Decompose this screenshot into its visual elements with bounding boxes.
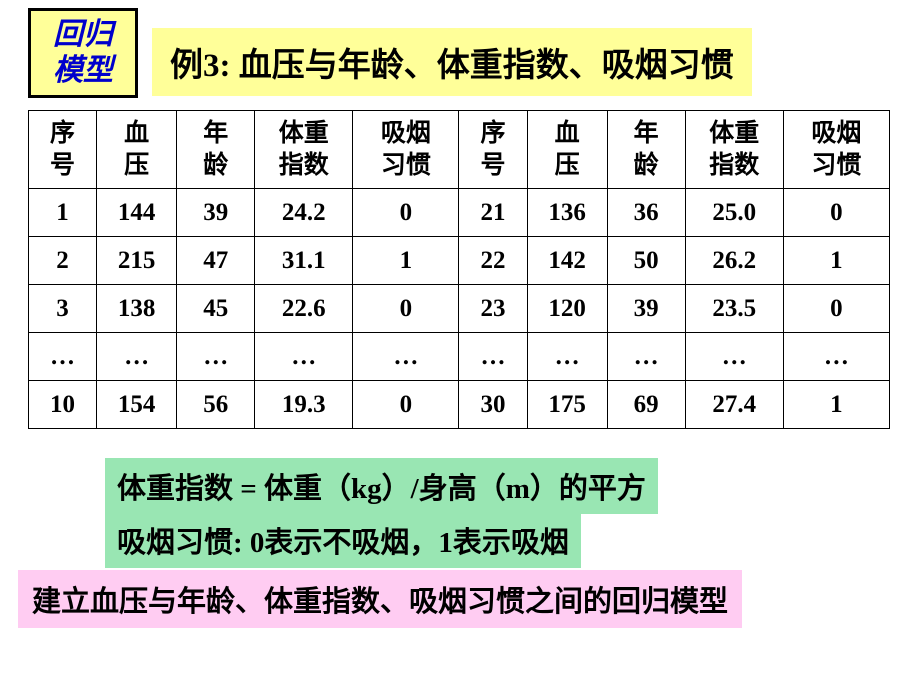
table-cell: 69 xyxy=(607,381,685,429)
table-cell: 25.0 xyxy=(685,189,783,237)
table-cell: 23.5 xyxy=(685,285,783,333)
data-table: 序号 血压 年龄 体重指数 吸烟习惯 序号 血压 年龄 体重指数 吸烟习惯 11… xyxy=(28,110,890,429)
table-cell: 23 xyxy=(459,285,527,333)
th-smk-r: 吸烟习惯 xyxy=(783,111,889,189)
table-cell: 39 xyxy=(607,285,685,333)
table-cell: 10 xyxy=(29,381,97,429)
table-cell: 31.1 xyxy=(255,237,353,285)
th-smk-l: 吸烟习惯 xyxy=(353,111,459,189)
table-cell: 0 xyxy=(783,285,889,333)
table-row: 31384522.60231203923.50 xyxy=(29,285,890,333)
table-cell: … xyxy=(783,333,889,381)
th-seq-r: 序号 xyxy=(459,111,527,189)
table-cell: 26.2 xyxy=(685,237,783,285)
table-cell: 47 xyxy=(177,237,255,285)
table-cell: 1 xyxy=(783,381,889,429)
th-seq-l: 序号 xyxy=(29,111,97,189)
table-cell: 1 xyxy=(783,237,889,285)
table-cell: 0 xyxy=(353,189,459,237)
table-cell: 21 xyxy=(459,189,527,237)
table-cell: 22 xyxy=(459,237,527,285)
example-label: 例3: xyxy=(170,48,231,84)
table-row: 101545619.30301756927.41 xyxy=(29,381,890,429)
table-row: 11443924.20211363625.00 xyxy=(29,189,890,237)
table-cell: … xyxy=(353,333,459,381)
table-cell: 144 xyxy=(97,189,177,237)
table-cell: … xyxy=(459,333,527,381)
table-cell: … xyxy=(527,333,607,381)
table-cell: 1 xyxy=(353,237,459,285)
table-body: 11443924.20211363625.0022154731.11221425… xyxy=(29,189,890,429)
table-cell: … xyxy=(255,333,353,381)
badge-line1: 回归 xyxy=(53,18,113,51)
th-bmi-l: 体重指数 xyxy=(255,111,353,189)
badge-text: 回归 模型 xyxy=(53,17,113,89)
th-bp-r: 血压 xyxy=(527,111,607,189)
table-cell: 27.4 xyxy=(685,381,783,429)
table-cell: 36 xyxy=(607,189,685,237)
table-cell: 1 xyxy=(29,189,97,237)
table-cell: 50 xyxy=(607,237,685,285)
table-cell: 56 xyxy=(177,381,255,429)
model-badge: 回归 模型 xyxy=(28,8,138,98)
table-cell: 120 xyxy=(527,285,607,333)
table-cell: 39 xyxy=(177,189,255,237)
table-cell: 136 xyxy=(527,189,607,237)
note-smoke: 吸烟习惯: 0表示不吸烟，1表示吸烟 xyxy=(105,512,581,568)
th-age-l: 年龄 xyxy=(177,111,255,189)
table-cell: 45 xyxy=(177,285,255,333)
table-cell: … xyxy=(685,333,783,381)
table-row: 22154731.11221425026.21 xyxy=(29,237,890,285)
table-cell: 154 xyxy=(97,381,177,429)
table-cell: 19.3 xyxy=(255,381,353,429)
table-header-row: 序号 血压 年龄 体重指数 吸烟习惯 序号 血压 年龄 体重指数 吸烟习惯 xyxy=(29,111,890,189)
note-bmi: 体重指数 = 体重（kg）/身高（m）的平方 xyxy=(105,458,658,514)
th-age-r: 年龄 xyxy=(607,111,685,189)
badge-line2: 模型 xyxy=(53,54,113,87)
table-cell: … xyxy=(177,333,255,381)
table-cell: 142 xyxy=(527,237,607,285)
table-cell: … xyxy=(29,333,97,381)
table-cell: 0 xyxy=(353,381,459,429)
table-cell: 3 xyxy=(29,285,97,333)
th-bmi-r: 体重指数 xyxy=(685,111,783,189)
table-row: ………………………… xyxy=(29,333,890,381)
title-text: 血压与年龄、体重指数、吸烟习惯 xyxy=(231,48,734,84)
table-cell: 0 xyxy=(783,189,889,237)
table-cell: 24.2 xyxy=(255,189,353,237)
table-cell: 2 xyxy=(29,237,97,285)
table-cell: 215 xyxy=(97,237,177,285)
table-cell: 22.6 xyxy=(255,285,353,333)
table-cell: 0 xyxy=(353,285,459,333)
note-task: 建立血压与年龄、体重指数、吸烟习惯之间的回归模型 xyxy=(18,570,742,628)
table-cell: 138 xyxy=(97,285,177,333)
slide-title: 例3: 血压与年龄、体重指数、吸烟习惯 xyxy=(152,28,752,96)
th-bp-l: 血压 xyxy=(97,111,177,189)
table-cell: 30 xyxy=(459,381,527,429)
table-cell: … xyxy=(97,333,177,381)
table-cell: … xyxy=(607,333,685,381)
table-cell: 175 xyxy=(527,381,607,429)
